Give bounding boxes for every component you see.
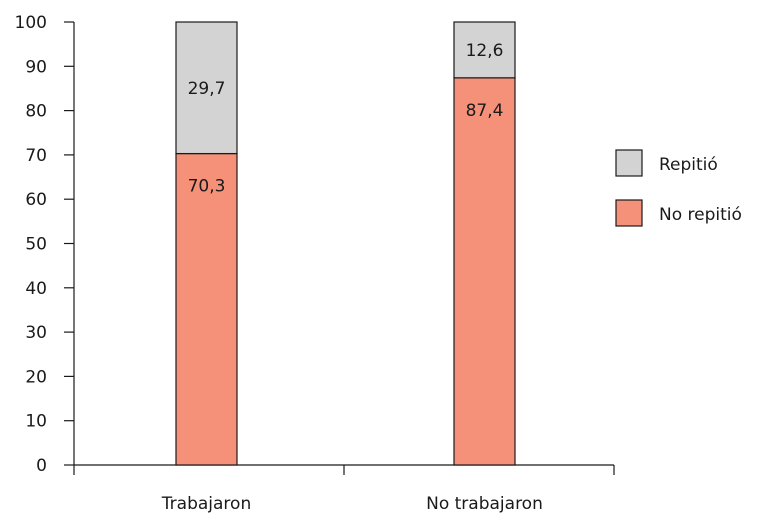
y-tick-label: 90	[25, 57, 47, 77]
legend-swatch	[615, 149, 643, 177]
bar-segment	[453, 21, 516, 79]
y-tick-label: 0	[36, 456, 47, 476]
y-tick-label: 40	[25, 279, 47, 299]
y-tick-label: 30	[25, 323, 47, 343]
y-tick-label: 60	[25, 190, 47, 210]
x-axis: Trabajaron No trabajaron	[73, 464, 615, 514]
legend-swatch	[615, 199, 643, 227]
bar-segment	[175, 152, 238, 466]
category-label: Trabajaron	[161, 494, 251, 514]
bars: 70,3 29,7 87,4 12,6	[175, 21, 516, 466]
category-label: No trabajaron	[426, 494, 543, 514]
bar-segment	[175, 21, 238, 155]
legend: Repitió No repitió	[615, 149, 742, 227]
bar-value-label: 87,4	[466, 101, 504, 121]
bar-value-label: 70,3	[188, 177, 226, 197]
y-tick-label: 10	[25, 412, 47, 432]
bar-segment	[453, 77, 516, 466]
y-tick-label: 70	[25, 146, 47, 166]
legend-label: No repitió	[659, 205, 742, 225]
bar-value-label: 29,7	[188, 79, 226, 99]
y-tick-label: 20	[25, 367, 47, 387]
legend-label: Repitió	[659, 155, 718, 175]
y-axis: 0 10 20 30 40 50 60 70 80 90 100	[15, 13, 75, 476]
y-tick-label: 50	[25, 235, 47, 255]
y-tick-label: 100	[15, 13, 47, 33]
y-tick-label: 80	[25, 102, 47, 122]
bar-value-label: 12,6	[466, 41, 504, 61]
